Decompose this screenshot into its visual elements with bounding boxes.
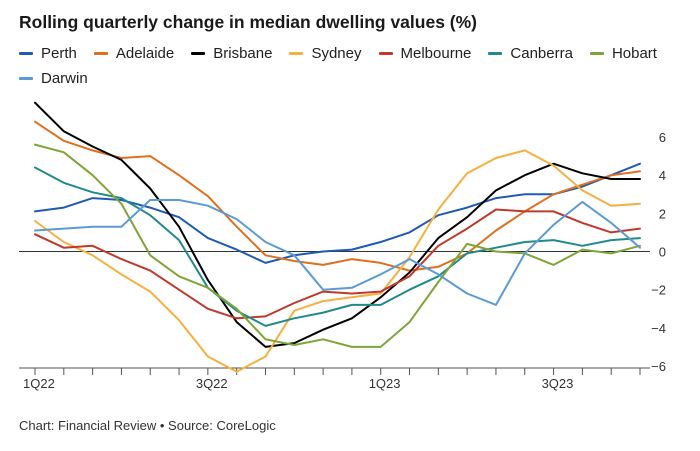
legend-item-perth: Perth: [19, 44, 77, 62]
legend-swatch: [93, 51, 108, 55]
series-line-perth: [34, 162, 641, 264]
legend-label: Canberra: [510, 44, 573, 62]
legend-swatch: [378, 51, 393, 55]
legend-item-sydney: Sydney: [289, 44, 362, 62]
legend-swatch: [289, 51, 304, 55]
y-tick-label: 2: [659, 206, 666, 221]
x-tick-label: 1Q23: [369, 376, 401, 391]
legend-swatch: [488, 51, 503, 55]
legend-item-hobart: Hobart: [589, 44, 657, 62]
legend-item-adelaide: Adelaide: [93, 44, 175, 62]
x-tick-label: 3Q23: [542, 376, 574, 391]
legend-label: Perth: [41, 44, 77, 62]
series-line-adelaide: [34, 120, 641, 272]
y-tick-label: 4: [659, 168, 666, 183]
series-line-canberra: [34, 166, 641, 327]
legend-swatch: [19, 51, 33, 55]
series-line-melbourne: [34, 208, 641, 320]
x-tick-label: 1Q22: [23, 376, 55, 391]
chart-title: Rolling quarterly change in median dwell…: [19, 12, 477, 32]
y-tick-label: −6: [651, 359, 666, 374]
chart-legend: Perth Adelaide Brisbane Sydney Melbourne Canb…: [19, 44, 679, 87]
y-tick-label: −4: [651, 321, 666, 336]
series-line-hobart: [34, 143, 641, 348]
y-tick-label: −2: [651, 283, 666, 298]
x-tick-label: 3Q22: [196, 376, 228, 391]
legend-label: Adelaide: [115, 44, 175, 62]
legend-label: Melbourne: [400, 44, 472, 62]
series-line-sydney: [34, 149, 641, 373]
legend-label: Brisbane: [213, 44, 273, 62]
legend-item-canberra: Canberra: [488, 44, 573, 62]
legend-swatch: [191, 51, 206, 55]
legend-item-darwin: Darwin: [19, 69, 88, 87]
legend-label: Darwin: [41, 69, 88, 87]
legend-swatch: [19, 76, 33, 80]
chart-source: Chart: Financial Review • Source: CoreLo…: [19, 418, 276, 433]
legend-item-melbourne: Melbourne: [378, 44, 472, 62]
legend-label: Hobart: [611, 44, 657, 62]
series-line-brisbane: [34, 101, 641, 348]
legend-item-brisbane: Brisbane: [191, 44, 272, 62]
y-tick-label: 6: [659, 130, 666, 145]
y-tick-label: 0: [659, 245, 666, 260]
legend-label: Sydney: [311, 44, 362, 62]
series-line-darwin: [34, 199, 641, 306]
legend-swatch: [589, 51, 604, 55]
